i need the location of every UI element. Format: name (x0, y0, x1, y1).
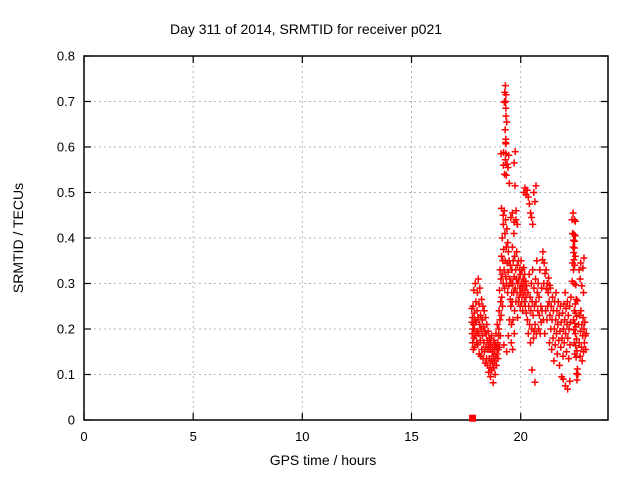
series-square_marker_series (469, 414, 477, 422)
y-tick-label: 0.6 (57, 140, 75, 155)
y-tick-label: 0.2 (57, 322, 75, 337)
y-tick-label: 0.7 (57, 94, 75, 109)
x-tick-label: 15 (404, 429, 418, 444)
y-tick-label: 0.8 (57, 49, 75, 64)
tick-marks (83, 55, 608, 421)
series-srmtid_points (468, 82, 590, 393)
x-tick-label: 20 (513, 429, 527, 444)
x-tick-label: 5 (190, 429, 197, 444)
scatter-points (468, 82, 590, 393)
y-tick-label: 0.4 (57, 231, 75, 246)
square-marker (469, 414, 477, 422)
y-axis-label: SRMTID / TECUs (10, 182, 26, 294)
y-tick-label: 0.5 (57, 185, 75, 200)
grid-layer (84, 56, 608, 420)
x-axis-label: GPS time / hours (269, 452, 377, 468)
x-tick-label: 0 (80, 429, 87, 444)
chart-title: Day 311 of 2014, SRMTID for receiver p02… (169, 21, 443, 37)
y-tick-labels: 0 0.1 0.2 0.3 0.4 0.5 0.6 0.7 0.8 (57, 49, 75, 428)
x-tick-label: 10 (295, 429, 309, 444)
y-tick-label: 0 (68, 413, 75, 428)
x-tick-labels: 0 5 10 15 20 (80, 429, 528, 444)
y-tick-label: 0.1 (57, 367, 75, 382)
y-tick-label: 0.3 (57, 276, 75, 291)
